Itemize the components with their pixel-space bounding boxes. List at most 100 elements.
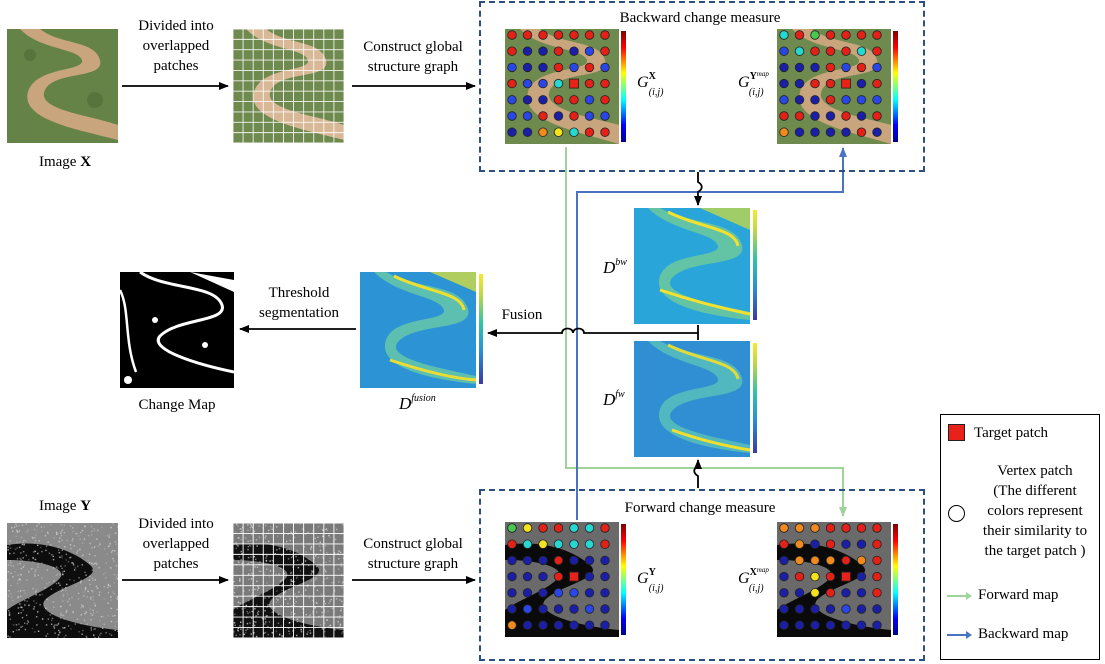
vertex-patch-dot xyxy=(794,111,805,121)
backward-map-arrow xyxy=(576,147,847,520)
vertex-patch-dot xyxy=(779,111,789,121)
vertex-patch-dot xyxy=(538,46,548,56)
g-x-formula: GX(i,j) xyxy=(637,71,664,98)
vertex-patch-dot xyxy=(584,523,595,533)
vertex-patch-dot xyxy=(872,111,882,121)
vertex-patch-dot xyxy=(584,588,595,598)
vertex-patch-dot xyxy=(856,127,867,137)
vertex-patch-dot xyxy=(522,111,533,121)
vertex-patch-dot xyxy=(810,30,820,40)
vertex-patch-dot xyxy=(507,523,517,533)
vertex-patch-dot xyxy=(522,30,533,40)
g-ymap-formula: GYmap(i,j) xyxy=(738,70,769,98)
vertex-patch-dot xyxy=(507,555,517,566)
vertex-patch-dot xyxy=(569,539,579,549)
vertex-patch-dot xyxy=(584,78,595,89)
vertex-patch-dot xyxy=(872,127,882,137)
vertex-patch-dot xyxy=(507,95,517,105)
vertex-patch-dot xyxy=(810,604,820,614)
vertex-patch-dot xyxy=(825,523,836,533)
target-patch-marker xyxy=(841,78,851,89)
vertex-patch-dot xyxy=(538,620,548,630)
vertex-patch-dot xyxy=(600,539,610,549)
vertex-patch-dot xyxy=(507,539,517,549)
vertex-patch-dot xyxy=(779,62,789,73)
vertex-patch-dot xyxy=(600,30,610,40)
vertex-patch-dot xyxy=(779,523,789,533)
vertex-patch-dot xyxy=(810,95,820,105)
vertex-patch-dot xyxy=(538,95,548,105)
image-x-photo xyxy=(7,29,118,143)
vertex-patch-dot xyxy=(553,523,564,533)
vertex-patch-dot xyxy=(584,95,595,105)
vertex-patch-dot xyxy=(553,555,564,566)
vertex-patch-dot xyxy=(825,78,836,89)
threshold-label: Threshold segmentation xyxy=(259,285,339,321)
vertex-patch-dot xyxy=(794,555,805,566)
backward-map-swatch-head xyxy=(966,631,972,639)
g-y-formula: GY(i,j) xyxy=(637,567,664,594)
target-patch-marker xyxy=(569,571,579,582)
vertex-patch-dot xyxy=(538,523,548,533)
vertex-patch-dot xyxy=(600,571,610,582)
vertex-patch-dot xyxy=(794,539,805,549)
arrow-forward-to-dfw xyxy=(693,459,702,488)
vertex-patch-dot xyxy=(872,571,882,582)
vertex-patch-dot xyxy=(841,46,851,56)
vertex-patch-dot xyxy=(507,111,517,121)
vertex-patch-dot xyxy=(841,62,851,73)
target-patch-marker xyxy=(841,571,851,582)
vertex-patch-dot xyxy=(872,95,882,105)
vertex-patch-dot xyxy=(794,571,805,582)
vertex-patch-dot xyxy=(810,588,820,598)
vertex-patch-dot xyxy=(779,78,789,89)
vertex-patch-dot xyxy=(522,523,533,533)
backward-title: Backward change measure xyxy=(619,10,781,26)
vertex-patch-dot xyxy=(810,539,820,549)
vertex-patch-dot xyxy=(507,620,517,630)
vertex-patch-dot xyxy=(825,111,836,121)
construct-label-bottom: Construct global structure graph xyxy=(363,536,463,572)
vertex-patch-dot xyxy=(600,523,610,533)
vertex-patch-dot xyxy=(538,78,548,89)
vertex-patch-dot xyxy=(794,30,805,40)
vertex-patch-dot xyxy=(794,523,805,533)
vertex-patch-dot xyxy=(825,604,836,614)
legend-vertex-patch: Vertex patch (The different colors repre… xyxy=(982,463,1088,559)
vertex-patch-dot xyxy=(569,95,579,105)
vertex-patch-dot xyxy=(584,30,595,40)
vertex-patch-dot xyxy=(569,555,579,566)
vertex-patch-dot xyxy=(794,588,805,598)
vertex-patch-dot xyxy=(841,555,851,566)
vertex-patch-dot xyxy=(841,604,851,614)
vertex-patch-dot xyxy=(600,95,610,105)
backward-map-swatch xyxy=(947,634,969,636)
vertex-patch-dot xyxy=(600,588,610,598)
vertex-patch-dot xyxy=(538,555,548,566)
vertex-patch-dot xyxy=(569,111,579,121)
vertex-patch-dot xyxy=(841,539,851,549)
vertex-patch-dot xyxy=(522,78,533,89)
vertex-patch-dot xyxy=(553,62,564,73)
vertex-patch-dot xyxy=(584,555,595,566)
vertex-patch-dot xyxy=(856,555,867,566)
vertex-patch-dot xyxy=(856,523,867,533)
forward-map-swatch xyxy=(947,595,969,597)
d-fusion-label: Dfusion xyxy=(399,393,436,413)
vertex-patch-dot xyxy=(522,571,533,582)
vertex-patch-dot xyxy=(507,30,517,40)
vertex-patch-dot xyxy=(810,620,820,630)
vertex-patch-dot xyxy=(825,30,836,40)
vertex-patch-dot xyxy=(538,62,548,73)
vertex-patch-dot xyxy=(825,539,836,549)
vertex-patch-dot xyxy=(779,620,789,630)
vertex-patch-dot xyxy=(825,571,836,582)
vertex-patch-dot xyxy=(600,620,610,630)
vertex-patch-dot xyxy=(872,523,882,533)
vertex-patch-dot xyxy=(584,46,595,56)
vertex-patch-dot xyxy=(538,111,548,121)
arrow-fusion xyxy=(487,327,698,337)
colorbar-gxmap xyxy=(893,524,898,635)
vertex-patch-dot xyxy=(872,604,882,614)
vertex-patch-dot xyxy=(856,620,867,630)
